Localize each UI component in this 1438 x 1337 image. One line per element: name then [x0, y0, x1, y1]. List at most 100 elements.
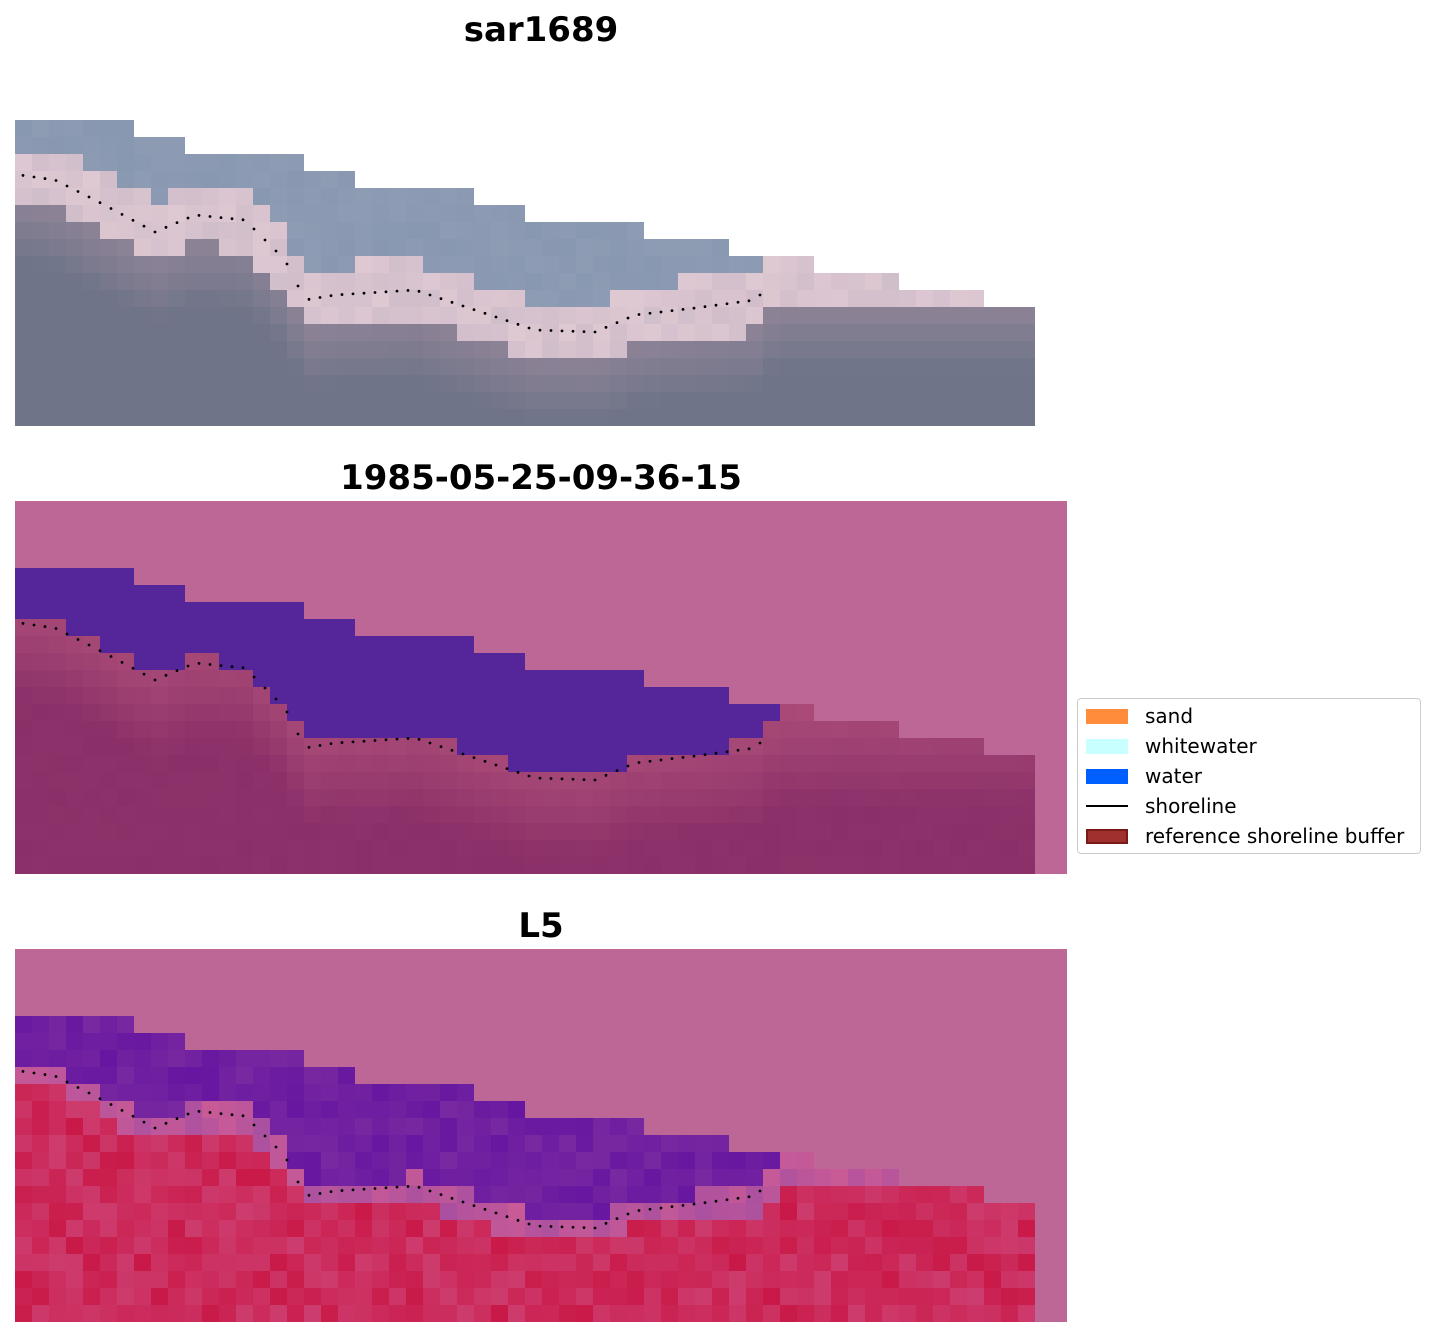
- index-pixel: [695, 1135, 712, 1152]
- index-pixel: [372, 1237, 389, 1254]
- rgb-pixel: [100, 171, 117, 188]
- class-pixel: [508, 687, 525, 704]
- class-pixel: [151, 755, 168, 772]
- rgb-pixel: [202, 409, 219, 426]
- shoreline-point: [109, 655, 113, 658]
- rgb-pixel: [236, 358, 253, 375]
- rgb-pixel: [304, 324, 321, 341]
- rgb-pixel: [423, 409, 440, 426]
- class-pixel: [253, 602, 270, 619]
- class-pixel: [66, 806, 83, 823]
- class-pixel: [610, 823, 627, 840]
- index-pixel: [882, 1271, 899, 1288]
- index-pixel: [559, 1118, 576, 1135]
- class-pixel: [746, 738, 763, 755]
- index-pixel: [134, 1169, 151, 1186]
- rgb-pixel: [814, 392, 831, 409]
- index-pixel: [117, 1067, 134, 1084]
- class-pixel: [355, 636, 372, 653]
- index-pixel: [899, 1237, 916, 1254]
- class-pixel: [1001, 857, 1018, 874]
- rgb-pixel: [338, 324, 355, 341]
- rgb-pixel: [984, 375, 1001, 392]
- rgb-pixel: [117, 120, 134, 137]
- class-pixel: [355, 687, 372, 704]
- index-pixel: [746, 1220, 763, 1237]
- rgb-pixel: [287, 341, 304, 358]
- rgb-pixel: [457, 358, 474, 375]
- rgb-pixel: [406, 290, 423, 307]
- index-pixel: [287, 1050, 304, 1067]
- shoreline-point: [186, 1112, 190, 1116]
- class-pixel: [474, 653, 491, 670]
- index-pixel: [253, 1135, 270, 1152]
- index-pixel: [508, 1152, 525, 1169]
- shoreline-point: [615, 1217, 619, 1221]
- rgb-pixel: [83, 307, 100, 324]
- index-pixel: [202, 1084, 219, 1101]
- class-pixel: [797, 806, 814, 823]
- index-pixel: [66, 1220, 83, 1237]
- rgb-pixel: [984, 358, 1001, 375]
- class-pixel: [984, 823, 1001, 840]
- index-pixel: [202, 1101, 219, 1118]
- class-pixel: [423, 653, 440, 670]
- class-pixel: [15, 636, 32, 653]
- class-pixel: [338, 653, 355, 670]
- index-pixel: [321, 1305, 338, 1322]
- class-pixel: [406, 823, 423, 840]
- class-pixel: [729, 806, 746, 823]
- shoreline-point: [252, 1123, 256, 1127]
- rgb-pixel: [338, 171, 355, 188]
- index-pixel: [202, 1186, 219, 1203]
- class-pixel: [814, 721, 831, 738]
- rgb-pixel: [457, 307, 474, 324]
- class-pixel: [49, 772, 66, 789]
- rgb-pixel: [151, 358, 168, 375]
- rgb-pixel: [848, 375, 865, 392]
- class-pixel: [763, 772, 780, 789]
- rgb-pixel: [168, 205, 185, 222]
- shoreline-point: [439, 745, 443, 749]
- rgb-pixel: [712, 392, 729, 409]
- rgb-pixel: [559, 358, 576, 375]
- index-pixel: [100, 1237, 117, 1254]
- rgb-pixel: [797, 273, 814, 290]
- rgb-pixel: [831, 341, 848, 358]
- shoreline-point: [230, 217, 234, 221]
- class-pixel: [100, 704, 117, 721]
- class-pixel: [678, 857, 695, 874]
- class-pixel: [576, 755, 593, 772]
- index-pixel: [661, 1169, 678, 1186]
- index-pixel: [100, 1016, 117, 1033]
- index-pixel: [729, 1305, 746, 1322]
- rgb-pixel: [270, 154, 287, 171]
- shoreline-point: [703, 305, 707, 309]
- index-pixel: [814, 1271, 831, 1288]
- index-pixel: [882, 1305, 899, 1322]
- index-pixel: [219, 1169, 236, 1186]
- index-pixel: [134, 1271, 151, 1288]
- class-pixel: [950, 755, 967, 772]
- rgb-pixel: [678, 375, 695, 392]
- rgb-pixel: [729, 341, 746, 358]
- index-pixel: [355, 1186, 372, 1203]
- index-pixel: [253, 1084, 270, 1101]
- shoreline-point: [274, 1145, 278, 1149]
- rgb-pixel: [559, 409, 576, 426]
- index-pixel: [729, 1203, 746, 1220]
- rgb-pixel: [83, 324, 100, 341]
- class-pixel: [219, 704, 236, 721]
- index-pixel: [49, 1186, 66, 1203]
- index-pixel: [236, 1237, 253, 1254]
- rgb-pixel: [984, 341, 1001, 358]
- rgb-pixel: [83, 222, 100, 239]
- class-pixel: [423, 823, 440, 840]
- rgb-pixel: [151, 375, 168, 392]
- rgb-pixel: [525, 239, 542, 256]
- rgb-pixel: [66, 273, 83, 290]
- class-pixel: [83, 653, 100, 670]
- class-pixel: [134, 840, 151, 857]
- index-pixel: [882, 1203, 899, 1220]
- rgb-pixel: [287, 205, 304, 222]
